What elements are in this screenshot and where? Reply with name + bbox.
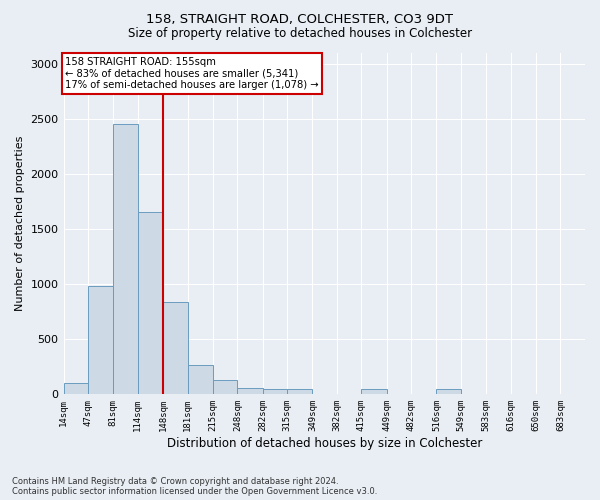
- Y-axis label: Number of detached properties: Number of detached properties: [15, 136, 25, 311]
- Bar: [163, 302, 188, 394]
- Bar: [361, 389, 386, 394]
- Bar: [213, 380, 238, 394]
- Text: 158 STRAIGHT ROAD: 155sqm
← 83% of detached houses are smaller (5,341)
17% of se: 158 STRAIGHT ROAD: 155sqm ← 83% of detac…: [65, 57, 319, 90]
- Bar: [138, 212, 163, 394]
- Bar: [113, 124, 138, 394]
- Bar: [263, 389, 287, 394]
- Bar: [188, 364, 213, 394]
- Bar: [238, 388, 263, 394]
- Bar: [64, 384, 88, 394]
- Text: Contains HM Land Registry data © Crown copyright and database right 2024.: Contains HM Land Registry data © Crown c…: [12, 477, 338, 486]
- Text: Contains public sector information licensed under the Open Government Licence v3: Contains public sector information licen…: [12, 487, 377, 496]
- Text: 158, STRAIGHT ROAD, COLCHESTER, CO3 9DT: 158, STRAIGHT ROAD, COLCHESTER, CO3 9DT: [146, 12, 454, 26]
- Bar: [436, 389, 461, 394]
- X-axis label: Distribution of detached houses by size in Colchester: Distribution of detached houses by size …: [167, 437, 482, 450]
- Bar: [88, 286, 113, 395]
- Text: Size of property relative to detached houses in Colchester: Size of property relative to detached ho…: [128, 28, 472, 40]
- Bar: [287, 389, 313, 394]
